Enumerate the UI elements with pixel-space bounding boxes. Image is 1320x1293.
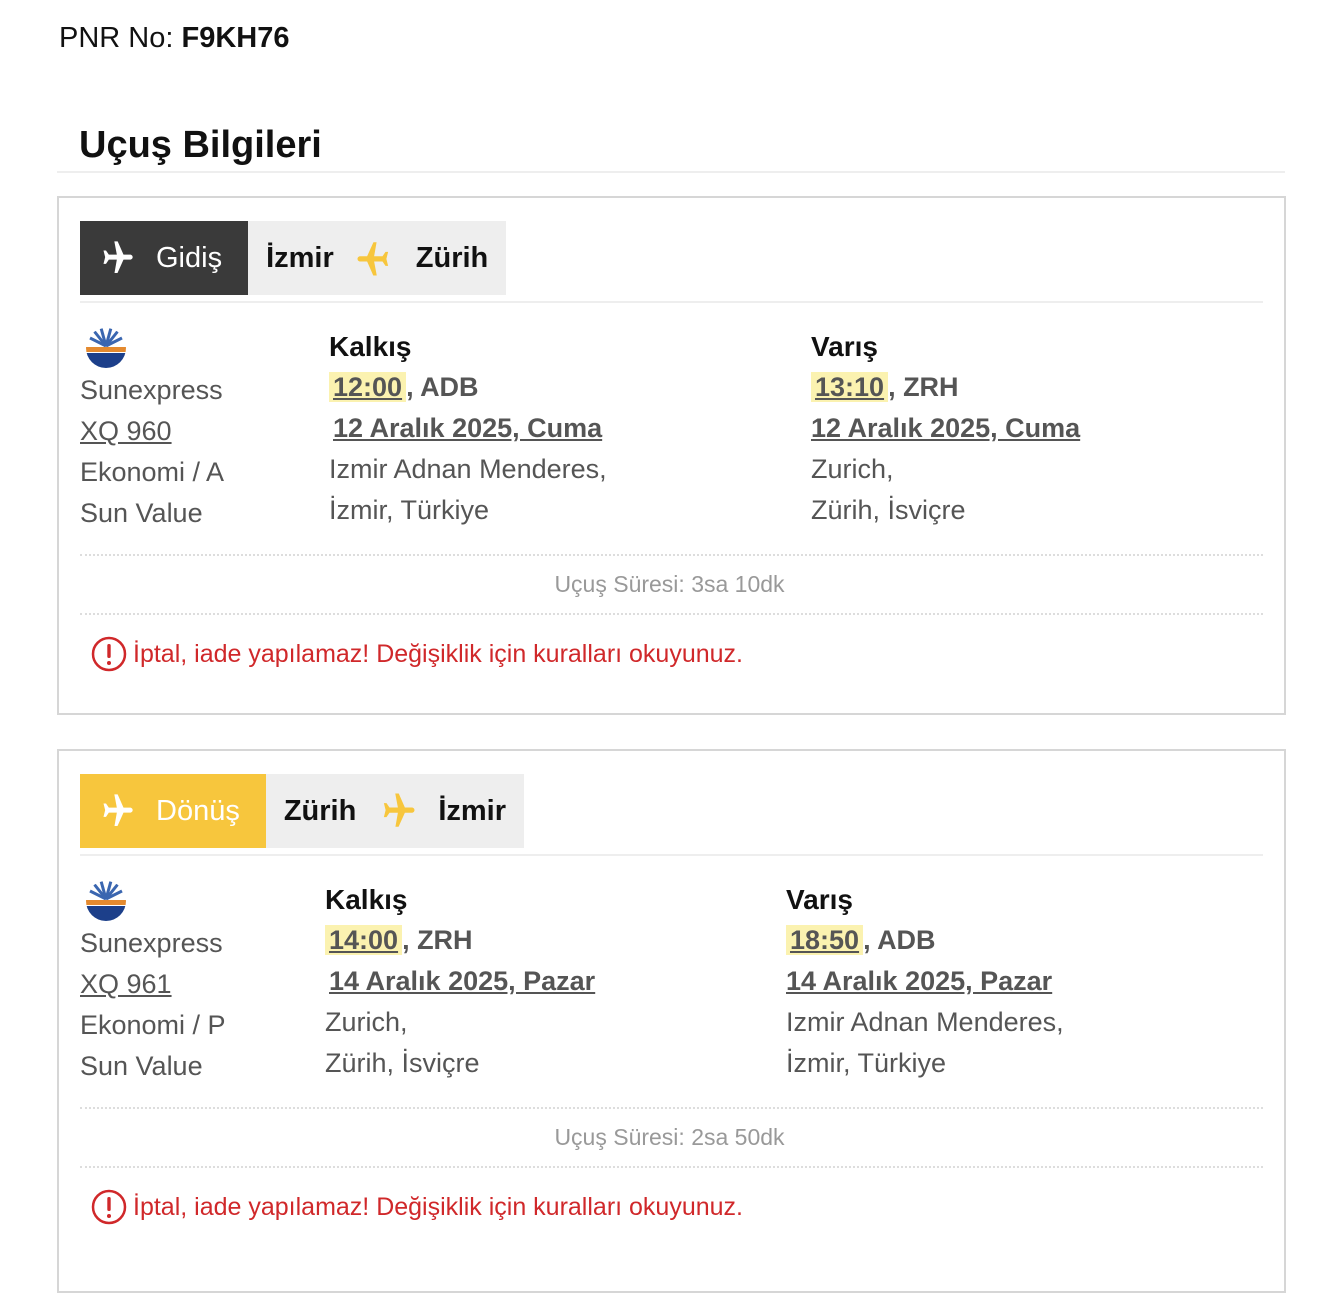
- arrival-time[interactable]: 18:50: [786, 925, 864, 955]
- arrival-airport: Izmir Adnan Menderes,: [786, 1007, 1064, 1037]
- section-title: Uçuş Bilgileri: [79, 124, 322, 166]
- warning-text: İptal, iade yapılamaz! Değişiklik için k…: [133, 639, 743, 668]
- arrival-city: Zürih, İsviçre: [811, 495, 966, 525]
- departure-label: Kalkış: [329, 331, 412, 362]
- divider: [80, 613, 1263, 615]
- departure-info: Kalkış 12:00, ADB 12 Aralık 2025, Cuma I…: [329, 326, 607, 531]
- fare-warning: İptal, iade yapılamaz! Değişiklik için k…: [91, 1189, 743, 1225]
- fare-name: Sun Value: [80, 498, 203, 528]
- arrival-label: Varış: [811, 331, 878, 362]
- direction-tab[interactable]: Dönüş: [80, 774, 266, 848]
- departure-city: İzmir, Türkiye: [329, 495, 490, 525]
- fare-name: Sun Value: [80, 1051, 203, 1081]
- airline-info: Sunexpress XQ 960 Ekonomi / A Sun Value: [80, 326, 224, 534]
- route-to: İzmir: [438, 794, 507, 827]
- route-from: Zürih: [283, 794, 357, 827]
- departure-time[interactable]: 14:00: [325, 925, 403, 955]
- arrival-code: , ZRH: [888, 372, 959, 402]
- flight-number-link[interactable]: XQ 960: [80, 416, 172, 446]
- departure-code: , ZRH: [402, 925, 473, 955]
- route: İzmir Zürih: [248, 221, 506, 295]
- sunexpress-logo: [86, 881, 126, 921]
- departure-date[interactable]: 12 Aralık 2025, Cuma: [333, 413, 603, 443]
- arrival-city: İzmir, Türkiye: [786, 1048, 947, 1078]
- departure-date[interactable]: 14 Aralık 2025, Pazar: [329, 966, 596, 996]
- flight-duration: Uçuş Süresi: 3sa 10dk: [554, 571, 785, 597]
- pnr-label: PNR No:: [59, 22, 174, 54]
- direction-label: Gidiş: [156, 241, 223, 274]
- alert-icon: [91, 636, 127, 672]
- departure-city: Zürih, İsviçre: [325, 1048, 480, 1078]
- warning-text: İptal, iade yapılamaz! Değişiklik için k…: [133, 1192, 743, 1221]
- divider: [57, 171, 1285, 173]
- departure-info: Kalkış 14:00, ZRH 14 Aralık 2025, Pazar …: [325, 879, 595, 1084]
- divider: [80, 1107, 1263, 1109]
- arrival-label: Varış: [786, 884, 853, 915]
- plane-icon: [103, 241, 133, 273]
- departure-airport: Izmir Adnan Menderes,: [329, 454, 607, 484]
- alert-icon: [91, 1189, 127, 1225]
- divider: [80, 301, 1263, 303]
- flight-card: Dönüş Zürih İzmir Sunexpress XQ 961 Ekon…: [57, 749, 1286, 1293]
- pnr: PNR No: F9KH76: [59, 22, 289, 55]
- sunexpress-logo: [86, 328, 126, 368]
- arrival-info: Varış 13:10, ZRH 12 Aralık 2025, Cuma Zu…: [811, 326, 1080, 531]
- arrival-date[interactable]: 12 Aralık 2025, Cuma: [811, 413, 1081, 443]
- airline-name: Sunexpress: [80, 928, 223, 958]
- route-from: İzmir: [266, 241, 334, 274]
- arrival-code: , ADB: [863, 925, 936, 955]
- fare-warning: İptal, iade yapılamaz! Değişiklik için k…: [91, 636, 743, 672]
- cabin-class: Ekonomi / A: [80, 457, 225, 487]
- route: Zürih İzmir: [266, 774, 524, 848]
- flight-card: Gidiş İzmir Zürih Sunexpress XQ 960 Ekon…: [57, 196, 1286, 715]
- arrival-airport: Zurich,: [811, 454, 894, 484]
- cabin-class: Ekonomi / P: [80, 1010, 226, 1040]
- departure-label: Kalkış: [325, 884, 408, 915]
- airline-name: Sunexpress: [80, 375, 223, 405]
- airline-info: Sunexpress XQ 961 Ekonomi / P Sun Value: [80, 879, 226, 1087]
- arrival-time[interactable]: 13:10: [811, 372, 889, 402]
- departure-time[interactable]: 12:00: [329, 372, 407, 402]
- plane-icon: [384, 793, 415, 827]
- direction-tab[interactable]: Gidiş: [80, 221, 249, 295]
- divider: [80, 854, 1263, 856]
- arrival-info: Varış 18:50, ADB 14 Aralık 2025, Pazar I…: [786, 879, 1064, 1084]
- departure-code: , ADB: [406, 372, 479, 402]
- plane-icon: [103, 794, 133, 826]
- route-to: Zürih: [415, 241, 489, 274]
- flight-number-link[interactable]: XQ 961: [80, 969, 172, 999]
- pnr-value: F9KH76: [181, 22, 290, 54]
- arrival-date[interactable]: 14 Aralık 2025, Pazar: [786, 966, 1053, 996]
- divider: [80, 1166, 1263, 1168]
- divider: [80, 554, 1263, 556]
- flight-tab-bar: Gidiş İzmir Zürih: [80, 221, 507, 295]
- plane-icon: [357, 242, 388, 276]
- flight-tab-bar: Dönüş Zürih İzmir: [80, 774, 525, 848]
- direction-label: Dönüş: [156, 794, 240, 827]
- departure-airport: Zurich,: [325, 1007, 408, 1037]
- flight-duration: Uçuş Süresi: 2sa 50dk: [554, 1124, 785, 1150]
